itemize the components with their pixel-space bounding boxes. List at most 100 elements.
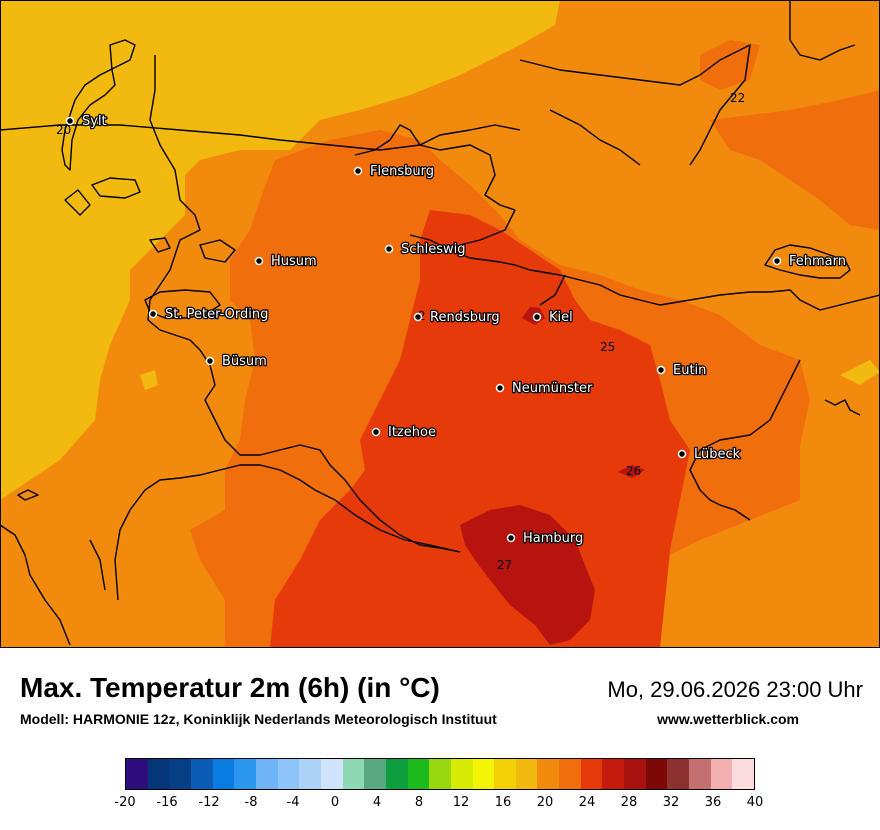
legend-tick-label: -8 — [244, 795, 258, 810]
temperature-map: 20 22 2 25 26 27 Sylt Flensburg Schleswi… — [0, 0, 880, 648]
city-neumuenster: Neumünster — [495, 380, 594, 397]
city-label: Sylt — [82, 114, 107, 129]
legend-color-segment — [559, 759, 581, 789]
city-dot — [506, 533, 516, 543]
city-sylt: Sylt — [65, 113, 108, 130]
legend-color-segment — [710, 759, 733, 789]
city-dot — [65, 116, 75, 126]
temp-band-24-26 — [270, 210, 690, 648]
city-dot — [677, 449, 687, 459]
city-eutin: Eutin — [656, 362, 708, 379]
legend-color-segment — [537, 759, 560, 789]
city-dot — [384, 244, 394, 254]
legend-tick-label: -20 — [114, 795, 136, 810]
city-dot — [656, 365, 666, 375]
forecast-datetime: Mo, 29.06.2026 23:00 Uhr — [607, 677, 863, 702]
coast-kiel-fjord — [539, 274, 566, 306]
legend-color-segment — [624, 759, 646, 789]
coast-lolland — [519, 44, 751, 166]
city-label: Schleswig — [401, 242, 466, 257]
coast-east — [449, 209, 880, 311]
city-markers: Sylt Flensburg Schleswig Husum St. Peter… — [65, 113, 847, 547]
city-buesum: Büsum — [205, 353, 268, 370]
legend-tick-label: -12 — [198, 795, 220, 810]
temp-band-22-24-ne — [710, 90, 880, 230]
temp-band-18-20-fehmarn — [840, 360, 880, 385]
legend-color-segment — [126, 759, 148, 789]
legend-tick-label: 16 — [494, 795, 512, 810]
city-label: St. Peter-Ording — [165, 307, 268, 322]
city-itzehoe: Itzehoe — [371, 424, 437, 441]
coast-eiderstedt — [144, 289, 221, 319]
city-dot — [254, 256, 264, 266]
model-subtitle: Modell: HARMONIE 12z, Koninklijk Nederla… — [20, 711, 497, 727]
city-hamburg: Hamburg — [506, 530, 585, 547]
legend-color-segment — [169, 759, 191, 789]
temp-band-26-28 — [460, 505, 595, 645]
contour-label: 25 — [600, 340, 615, 354]
contour-label: 26 — [626, 464, 641, 478]
city-st-peter-ording: St. Peter-Ording — [148, 306, 270, 323]
city-dot — [148, 309, 158, 319]
legend-color-segment — [645, 759, 668, 789]
city-husum: Husum — [254, 253, 318, 270]
legend-tick-label: 0 — [330, 795, 340, 810]
city-dot — [353, 166, 363, 176]
city-kiel: Kiel — [532, 309, 574, 326]
coast-flensburg-fjord — [354, 124, 516, 211]
city-label: Hamburg — [523, 531, 583, 546]
legend-color-segment — [602, 759, 625, 789]
legend-color-segment — [320, 759, 343, 789]
coast-denmark — [0, 124, 521, 151]
temp-band-26-28-luebeck — [618, 465, 645, 478]
city-label: Lübeck — [694, 447, 741, 462]
legend-color-segment — [212, 759, 235, 789]
coast-sylt — [61, 39, 136, 171]
legend-color-segment — [472, 759, 495, 789]
coast-elbe-south — [114, 464, 461, 601]
legend-tick-label: 40 — [746, 795, 764, 810]
legend-color-segment — [667, 759, 690, 789]
legend-color-segment — [234, 759, 256, 789]
coast-luebeck-bay — [689, 359, 801, 521]
legend-tick-label: 28 — [620, 795, 638, 810]
city-dot — [413, 312, 423, 322]
legend-tick-label: 32 — [662, 795, 680, 810]
contour-label: 20 — [56, 123, 71, 137]
legend-tick-label: 24 — [578, 795, 596, 810]
contour-label: 27 — [497, 558, 512, 572]
coast-east-inland — [824, 399, 861, 416]
city-rendsburg: Rendsburg — [413, 309, 501, 326]
legend-color-segment — [407, 759, 430, 789]
legend-tick-label: 12 — [452, 795, 470, 810]
legend-color-segment — [494, 759, 516, 789]
city-schleswig: Schleswig — [384, 241, 467, 258]
legend-color-segment — [277, 759, 300, 789]
city-label: Büsum — [222, 354, 267, 369]
page-title: Max. Temperatur 2m (6h) (in °C) — [20, 672, 440, 703]
city-dot — [371, 427, 381, 437]
legend-tick-label: -16 — [156, 795, 178, 810]
city-dot — [495, 383, 505, 393]
legend-color-segment — [450, 759, 473, 789]
coast-amrum — [64, 189, 91, 216]
legend-color-segment — [147, 759, 170, 789]
city-dot — [532, 312, 542, 322]
legend-color-segment — [364, 759, 386, 789]
legend-tick-label: 36 — [704, 795, 722, 810]
legend-color-segment — [429, 759, 451, 789]
website-link[interactable]: www.wetterblick.com — [657, 711, 799, 727]
city-label: Itzehoe — [388, 425, 436, 440]
city-label: Fehmarn — [789, 254, 846, 269]
city-label: Flensburg — [370, 164, 434, 179]
coast-schlei — [409, 234, 531, 271]
legend-color-segment — [732, 759, 755, 789]
coast-weser2 — [89, 539, 106, 591]
coast-foehr — [91, 177, 141, 199]
legend-tick-label: 20 — [536, 795, 554, 810]
coast-fehmarn — [764, 244, 851, 279]
legend-color-segment — [515, 759, 538, 789]
temp-band-18-20-coast — [140, 370, 158, 390]
legend-color-segment — [385, 759, 408, 789]
city-dot — [205, 356, 215, 366]
